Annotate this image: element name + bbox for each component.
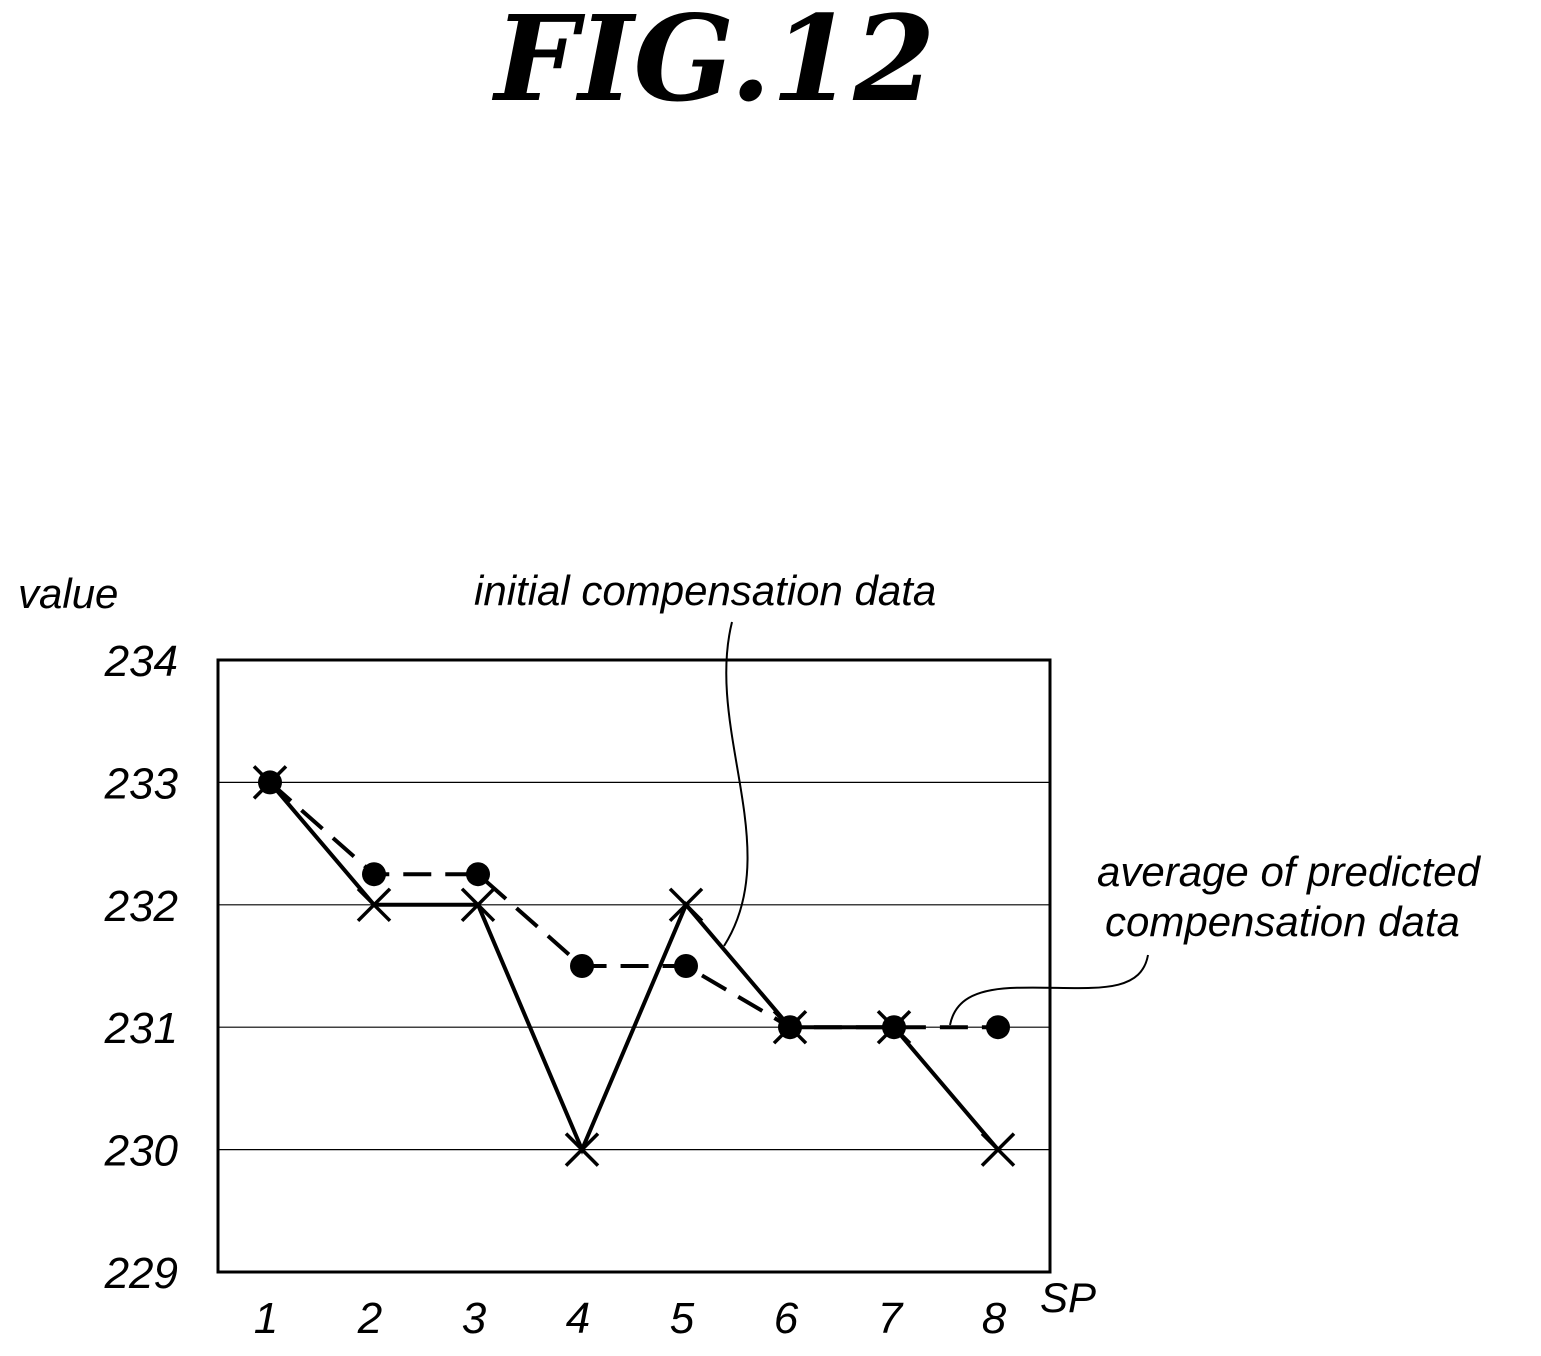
x-tick-labels: 1 2 3 4 5 6 7 8	[254, 1294, 1007, 1343]
x-tick-label: 2	[357, 1294, 382, 1343]
series-line-initial	[268, 781, 1000, 1155]
point-average	[674, 954, 698, 978]
annotation-average-line-2: compensation data	[1105, 898, 1460, 945]
annotation-leader-average	[949, 954, 1149, 1026]
series-lines	[268, 780, 1000, 1155]
point-initial	[668, 887, 704, 923]
y-tick-label: 233	[104, 759, 179, 808]
plot-frame	[216, 658, 1052, 1274]
y-tick-labels: 229 230 231 232 233 234	[104, 637, 179, 1298]
y-tick-label: 229	[104, 1249, 178, 1298]
annotation-average-line-1: average of predicted	[1097, 848, 1482, 895]
point-initial	[460, 887, 496, 923]
point-average	[986, 1015, 1010, 1040]
point-average	[362, 862, 386, 887]
point-initial	[564, 1132, 600, 1167]
y-tick-label: 231	[104, 1004, 178, 1053]
point-initial	[772, 1009, 808, 1045]
x-tick-label: 7	[878, 1294, 904, 1343]
figure-title: FIG.12	[492, 0, 936, 128]
x-tick-label: 5	[670, 1294, 695, 1343]
x-tick-label: 8	[982, 1294, 1007, 1343]
annotation-initial-compensation-data: initial compensation data	[474, 567, 936, 614]
x-tick-label: 1	[254, 1294, 278, 1343]
point-average	[466, 862, 490, 887]
point-average	[570, 954, 594, 978]
point-initial	[876, 1009, 912, 1045]
y-tick-label: 230	[104, 1127, 179, 1176]
point-initial	[980, 1132, 1016, 1167]
y-axis-label: value	[18, 570, 118, 617]
annotation-leader-initial	[723, 621, 749, 947]
x-tick-label: 6	[774, 1294, 799, 1343]
point-initial	[252, 765, 288, 800]
y-tick-label: 234	[104, 637, 178, 686]
x-axis-label: SP	[1040, 1274, 1096, 1321]
y-tick-label: 232	[104, 882, 178, 931]
series-markers	[252, 765, 1016, 1167]
x-tick-label: 4	[566, 1294, 590, 1343]
x-tick-label: 3	[462, 1294, 487, 1343]
point-initial	[356, 887, 392, 923]
